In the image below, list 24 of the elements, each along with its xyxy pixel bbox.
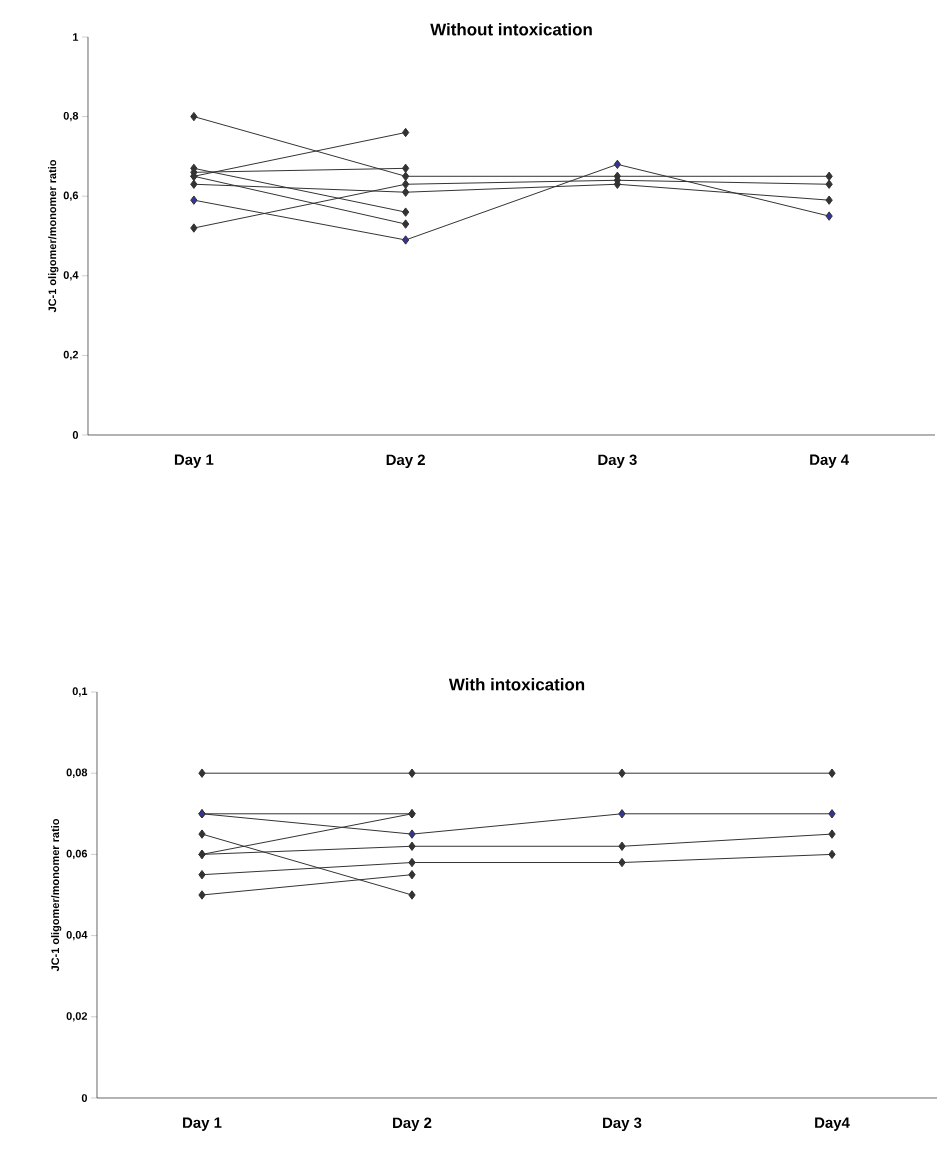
chart-title: With intoxication	[448, 678, 584, 691]
y-tick-label: 0	[72, 431, 78, 439]
x-tick-label: Day 3	[598, 454, 637, 469]
x-tick-label: Day4	[815, 1117, 850, 1131]
y-tick-label: 0,02	[66, 1012, 87, 1022]
y-tick-label: 0,8	[63, 111, 78, 122]
x-tick-label: Day 3	[602, 1117, 642, 1132]
x-tick-label: Day 1	[174, 454, 214, 468]
x-tick-label: Day 2	[392, 1117, 432, 1132]
y-tick-label: 0,2	[63, 350, 78, 361]
y-tick-label: 0,04	[66, 930, 88, 941]
y-tick-label: 0	[81, 1094, 87, 1102]
y-tick-label: 0,08	[66, 768, 87, 778]
y-axis-title: JC-1 oligomer/monomer ratio	[50, 819, 62, 972]
x-tick-label: Day 2	[386, 454, 425, 469]
y-tick-label: 0,1	[72, 687, 88, 697]
x-tick-label: Day 4	[810, 454, 849, 468]
y-tick-label: 0,6	[63, 191, 78, 201]
y-tick-label: 0,4	[63, 271, 79, 281]
chart-title: Without intoxication	[430, 23, 592, 36]
x-tick-label: Day 1	[182, 1117, 222, 1131]
y-tick-label: 1	[72, 33, 79, 41]
y-tick-label: 0,06	[66, 849, 87, 860]
y-axis-title: JC-1 oligomer/monomer ratio	[48, 160, 59, 313]
